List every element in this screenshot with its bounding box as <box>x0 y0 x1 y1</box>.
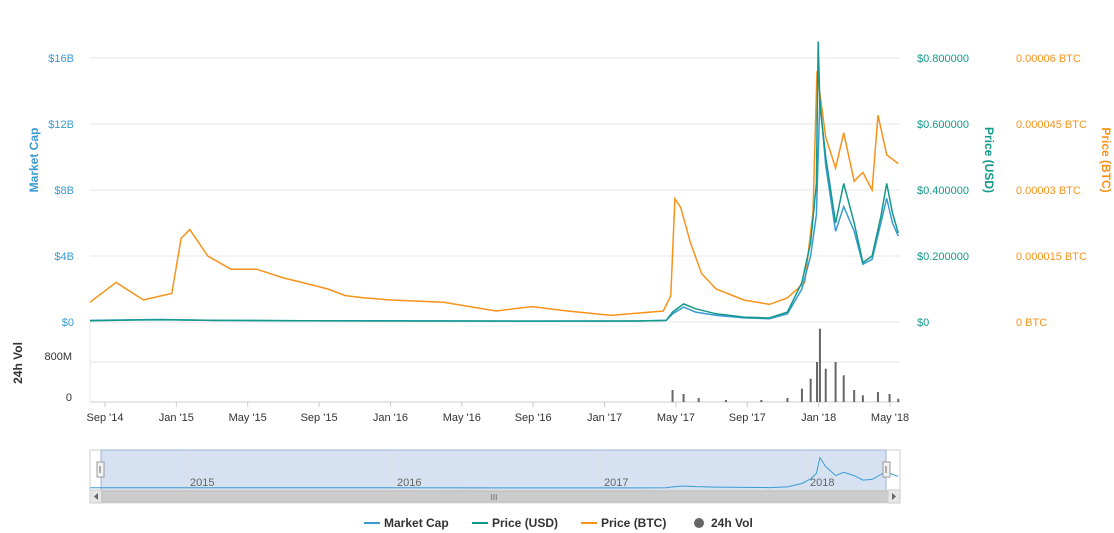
scrollbar[interactable]: III <box>89 489 901 504</box>
legend-item-label[interactable]: Price (BTC) <box>601 516 666 530</box>
volume-bar[interactable] <box>816 362 819 402</box>
axis-tick-label: $16B <box>48 53 74 65</box>
axis-tick-label: 0 <box>66 392 72 404</box>
axis-tick-label: 800M <box>44 351 72 363</box>
x-tick-label: Sep '15 <box>301 412 338 424</box>
legend-symbol <box>694 518 704 528</box>
volume-bar[interactable] <box>824 368 827 402</box>
navigator-selection[interactable] <box>100 449 887 491</box>
volume-bar[interactable] <box>842 375 845 402</box>
price-usd-line[interactable] <box>89 41 900 322</box>
volume-bar[interactable] <box>809 378 812 402</box>
navigator-year-labels: 2015 2016 2017 2018 <box>190 477 834 489</box>
volume-bar[interactable] <box>786 398 789 402</box>
navigator-line <box>89 456 899 489</box>
x-axis: Sep '14 Jan '15 May '15 Sep '15 Jan '16 May '… <box>87 402 909 424</box>
price-usd-axis-title: Price (USD) <box>982 127 996 193</box>
volume-bar[interactable] <box>853 390 856 402</box>
axis-tick-label: $0.800000 <box>917 53 969 65</box>
navigator-year-label: 2018 <box>810 477 834 489</box>
axis-tick-label: 0.000015 BTC <box>1016 251 1087 263</box>
volume-axis-title: 24h Vol <box>11 342 25 384</box>
x-tick-label: Sep '16 <box>515 412 552 424</box>
market-cap-axis: $16B $12B $8B $4B $0 <box>48 53 74 329</box>
volume-bar[interactable] <box>876 392 879 402</box>
axis-tick-label: 0 BTC <box>1016 317 1047 329</box>
navigator-grid <box>185 450 807 490</box>
volume-bar[interactable] <box>760 400 763 402</box>
volume-axis: 800M 0 <box>44 351 72 404</box>
volume-bar[interactable] <box>818 328 821 402</box>
x-tick-label: May '18 <box>871 412 909 424</box>
x-tick-label: May '17 <box>657 412 695 424</box>
axis-tick-label: 0.000045 BTC <box>1016 119 1087 131</box>
axis-tick-label: $0 <box>62 317 74 329</box>
axis-tick-label: 0.00006 BTC <box>1016 53 1081 65</box>
axis-tick-label: 0.00003 BTC <box>1016 185 1081 197</box>
navigator-year-label: 2017 <box>604 477 628 489</box>
x-tick-label: Sep '14 <box>87 412 124 424</box>
legend-item-label[interactable]: Market Cap <box>384 516 449 530</box>
legend-item-label[interactable]: 24h Vol <box>711 516 753 530</box>
volume-bar[interactable] <box>724 400 727 402</box>
volume-bar[interactable] <box>671 390 674 402</box>
volume-bar[interactable] <box>682 394 685 402</box>
axis-tick-label: $4B <box>54 251 74 263</box>
main-grid <box>89 57 900 403</box>
price-btc-axis: 0.00006 BTC 0.000045 BTC 0.00003 BTC 0.0000… <box>1016 53 1087 329</box>
navigator-year-label: 2015 <box>190 477 214 489</box>
volume-bar[interactable] <box>834 362 837 402</box>
volume-bar[interactable] <box>697 398 700 402</box>
market-cap-line[interactable] <box>89 99 899 322</box>
scrollbar-left-arrow-icon <box>94 493 98 500</box>
axis-tick-label: $0.200000 <box>917 251 969 263</box>
legend: Market Cap Price (USD) Price (BTC) 24h Vol <box>364 516 753 530</box>
axis-tick-label: $0.400000 <box>917 185 969 197</box>
navigator[interactable]: 2015 2016 2017 2018 <box>89 449 901 491</box>
price-usd-axis: $0.800000 $0.600000 $0.400000 $0.200000 $0 <box>917 53 969 329</box>
x-tick-label: Jan '16 <box>373 412 408 424</box>
x-tick-label: Jan '17 <box>587 412 622 424</box>
axis-tick-label: $8B <box>54 185 74 197</box>
axis-tick-label: $0 <box>917 317 929 329</box>
x-tick-label: Jan '15 <box>159 412 194 424</box>
price-btc-axis-title: Price (BTC) <box>1099 127 1113 192</box>
x-tick-label: May '16 <box>443 412 481 424</box>
price-btc-line[interactable] <box>89 71 899 317</box>
navigator-year-label: 2016 <box>397 477 421 489</box>
volume-bar[interactable] <box>800 388 803 402</box>
axis-tick-label: $12B <box>48 119 74 131</box>
x-tick-label: May '15 <box>229 412 267 424</box>
scrollbar-right-arrow-icon <box>892 493 896 500</box>
x-tick-label: Sep '17 <box>729 412 766 424</box>
market-cap-axis-title: Market Cap <box>27 128 41 193</box>
volume-bar[interactable] <box>888 394 891 402</box>
volume-bars[interactable] <box>671 328 900 402</box>
scrollbar-grip: III <box>491 493 498 502</box>
axis-tick-label: $0.600000 <box>917 119 969 131</box>
x-tick-label: Jan '18 <box>801 412 836 424</box>
volume-bar[interactable] <box>897 398 900 402</box>
volume-bar[interactable] <box>861 395 864 402</box>
legend-item-label[interactable]: Price (USD) <box>492 516 558 530</box>
